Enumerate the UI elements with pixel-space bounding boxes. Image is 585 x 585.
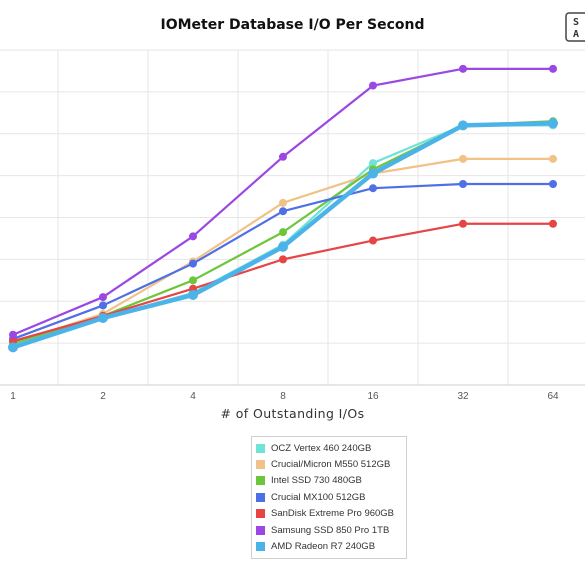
data-point [99, 293, 107, 302]
legend-label: SanDisk Extreme Pro 960GB [271, 508, 395, 520]
data-point [369, 81, 377, 90]
data-point [549, 180, 557, 188]
legend-swatch [256, 525, 265, 535]
data-point [369, 159, 377, 168]
x-tick-label: 8 [280, 391, 286, 402]
x-axis-label: # of Outstanding I/Os [220, 406, 365, 421]
legend-item: SanDisk Extreme Pro 960GB [256, 506, 402, 522]
data-point [549, 64, 557, 73]
data-point [369, 184, 377, 193]
data-point [459, 64, 467, 73]
legend-label: Crucial/Micron M550 512GB [271, 459, 391, 471]
site-logo: S A [565, 12, 585, 42]
data-point [458, 120, 468, 131]
legend-label: AMD Radeon R7 240GB [271, 541, 376, 553]
series-5 [9, 64, 557, 339]
x-tick-label: 16 [367, 391, 379, 402]
data-point [279, 207, 287, 216]
data-point [9, 330, 17, 339]
data-point [279, 255, 287, 264]
legend-label: OCZ Vertex 460 240GB [271, 442, 372, 454]
data-point [98, 313, 108, 323]
legend-label: Crucial MX100 512GB [271, 491, 366, 503]
legend-swatch [256, 542, 265, 552]
data-point [278, 241, 288, 252]
x-tick-label: 2 [100, 391, 106, 402]
x-tick-label: 64 [547, 391, 559, 402]
x-tick-label: 32 [457, 391, 469, 402]
legend-item: AMD Radeon R7 240GB [256, 538, 402, 554]
data-point [189, 259, 197, 268]
x-tick-label: 4 [190, 391, 196, 402]
svg-text:A: A [573, 29, 579, 40]
legend-item: Crucial MX100 512GB [256, 489, 402, 505]
series-4 [9, 219, 557, 346]
legend-swatch [256, 476, 265, 486]
data-point [279, 198, 287, 207]
data-point [189, 276, 197, 285]
data-point [459, 180, 467, 188]
data-point [8, 342, 18, 353]
legend-label: Intel SSD 730 480GB [271, 475, 362, 487]
legend-label: Samsung SSD 850 Pro 1TB [271, 524, 390, 536]
legend: OCZ Vertex 460 240GB Crucial/Micron M550 … [251, 436, 407, 559]
data-point [279, 228, 287, 237]
data-point [459, 154, 467, 163]
data-point [548, 118, 558, 129]
x-tick-label: 1 [10, 391, 16, 402]
legend-swatch [256, 492, 265, 502]
data-point [188, 289, 198, 300]
data-point [368, 168, 378, 179]
data-point [279, 152, 287, 161]
data-point [369, 236, 377, 245]
data-point [99, 301, 107, 310]
legend-item: OCZ Vertex 460 240GB [256, 440, 402, 456]
data-point [549, 154, 557, 163]
chart-title: IOMeter Database I/O Per Second [160, 17, 425, 33]
series-2 [9, 117, 557, 348]
svg-text:S: S [573, 17, 579, 28]
data-point [459, 219, 467, 228]
legend-item: Samsung SSD 850 Pro 1TB [256, 522, 402, 538]
legend-swatch [256, 460, 265, 470]
legend-item: Intel SSD 730 480GB [256, 473, 402, 489]
series-6 [8, 118, 558, 353]
data-point [549, 219, 557, 228]
legend-item: Crucial/Micron M550 512GB [256, 456, 402, 472]
legend-swatch [256, 443, 265, 453]
legend-swatch [256, 509, 265, 519]
data-point [189, 232, 197, 241]
